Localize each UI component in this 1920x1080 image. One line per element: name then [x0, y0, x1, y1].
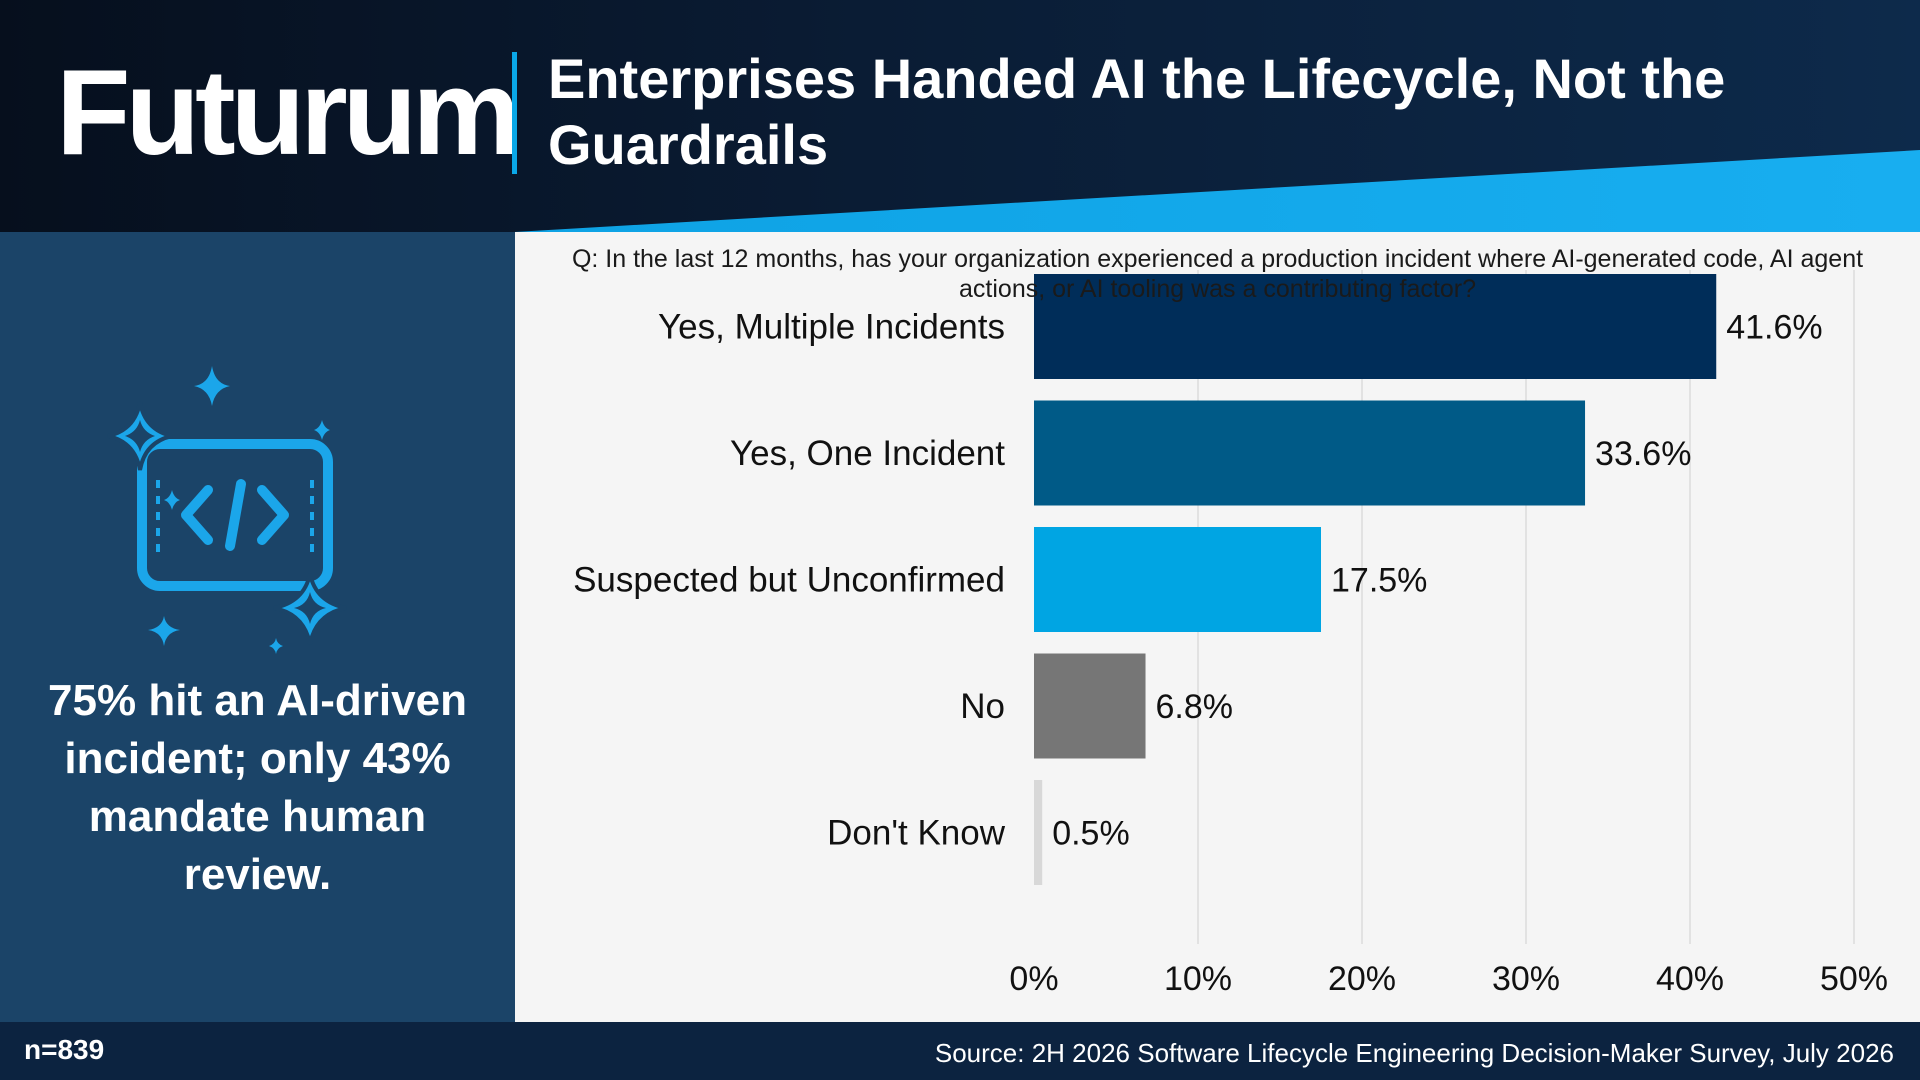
- x-tick-label: 30%: [1492, 960, 1560, 998]
- category-label: Suspected but Unconfirmed: [573, 561, 1005, 600]
- value-label: 41.6%: [1726, 309, 1822, 347]
- x-tick-label: 10%: [1164, 960, 1232, 998]
- x-tick-label: 50%: [1820, 960, 1888, 998]
- sample-size: n=839: [24, 1034, 105, 1065]
- source-note: Source: 2H 2026 Software Lifecycle Engin…: [934, 1038, 1894, 1068]
- footer-bar: n=839 Source: 2H 2026 Software Lifecycle…: [0, 1022, 1920, 1080]
- value-label: 17.5%: [1331, 562, 1427, 600]
- value-label: 0.5%: [1052, 815, 1130, 853]
- key-stat-callout: 75% hit an AI-driven incident; only 43% …: [48, 676, 467, 899]
- futurum-logo: Futurum: [56, 44, 521, 180]
- bar: [1034, 527, 1321, 632]
- header-banner: Futurum Enterprises Handed AI the Lifecy…: [0, 0, 1920, 260]
- bar-chart: 0% 10% 20% 30% 40% 50% Yes, Multiple Incidents…: [573, 270, 1888, 998]
- category-label: Don't Know: [827, 814, 1006, 853]
- bar: [1034, 780, 1043, 885]
- bar: [1034, 274, 1717, 379]
- category-label: Yes, One Incident: [730, 434, 1005, 473]
- x-tick-label: 0%: [1009, 960, 1058, 998]
- left-callout-panel: 75% hit an AI-driven incident; only 43% …: [0, 232, 515, 1022]
- bar: [1034, 400, 1586, 506]
- x-tick-label: 40%: [1656, 960, 1724, 998]
- x-tick-label: 20%: [1328, 960, 1396, 998]
- code-sparkle-icon: [107, 366, 347, 654]
- chart-panel: 0% 10% 20% 30% 40% 50% Yes, Multiple Incidents…: [515, 232, 1920, 1022]
- title-divider: [512, 52, 517, 174]
- category-label: Yes, Multiple Incidents: [658, 308, 1005, 347]
- bar: [1034, 653, 1146, 759]
- survey-question: Q: In the last 12 months, has your organ…: [571, 245, 1864, 303]
- value-label: 6.8%: [1156, 688, 1234, 726]
- page-title: Enterprises Handed AI the Lifecycle, Not…: [548, 47, 1726, 176]
- value-label: 33.6%: [1595, 435, 1691, 473]
- category-label: No: [960, 687, 1005, 726]
